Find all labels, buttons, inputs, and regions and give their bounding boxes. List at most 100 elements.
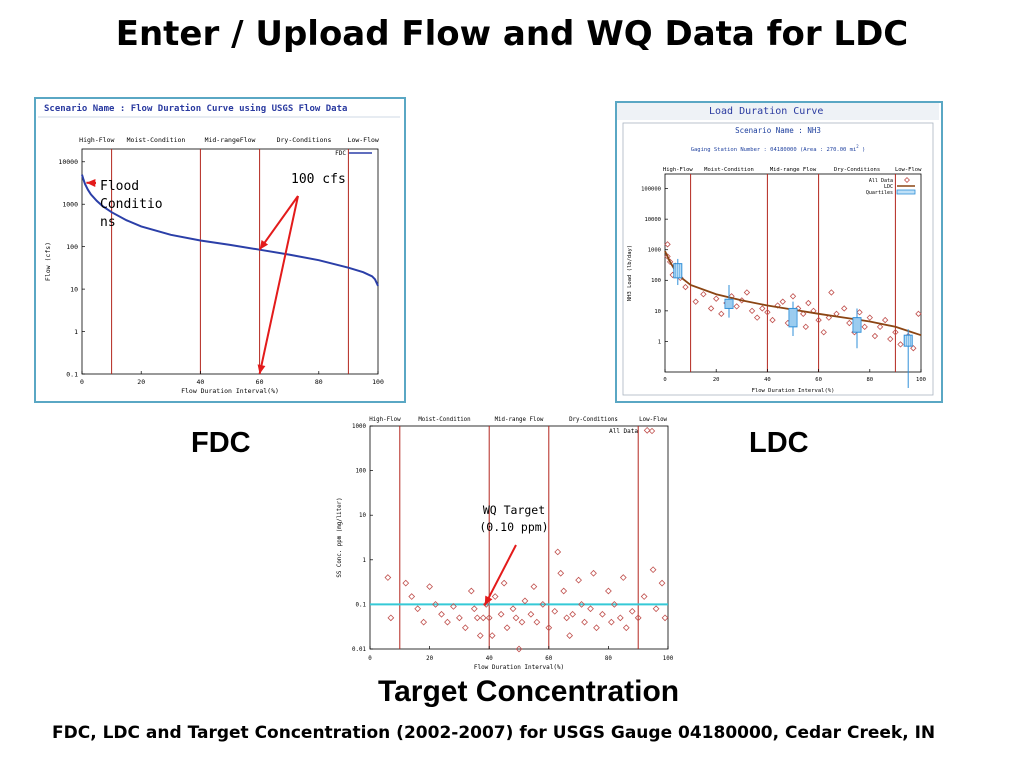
- region-label: Dry-Conditions: [277, 136, 332, 144]
- x-tick-label: 0: [368, 656, 372, 662]
- target-chart: High-Flow Moist-Condition Mid-range Flow Dr…: [337, 417, 674, 671]
- data-point: [509, 605, 517, 613]
- data-point: [876, 323, 884, 331]
- data-point: [820, 329, 827, 336]
- flood-label-line: ns: [100, 215, 116, 230]
- target-caption: Target Concentration: [378, 675, 680, 708]
- x-tick-label: 40: [764, 377, 771, 383]
- legend-swatch-data: [904, 177, 910, 183]
- data-point: [619, 574, 627, 581]
- data-point: [479, 614, 487, 622]
- data-point: [692, 298, 699, 305]
- x-tick-label: 100: [916, 377, 926, 383]
- data-point: [485, 614, 493, 622]
- cfs-arrow-2-head: [257, 364, 266, 374]
- data-point: [628, 607, 636, 615]
- x-axis-label: Flow Duration Interval(%): [474, 664, 564, 671]
- data-point: [408, 593, 416, 600]
- footer-note: FDC, LDC and Target Concentration (2002-…: [52, 723, 936, 743]
- data-point: [910, 345, 917, 352]
- x-tick-label: 0: [663, 377, 666, 383]
- legend-label: Quartiles: [866, 190, 893, 196]
- y-axis-label: NH3 Load (lb/day): [627, 245, 633, 301]
- data-point: [551, 607, 559, 615]
- data-point: [518, 618, 526, 626]
- x-tick-label: 80: [315, 378, 323, 386]
- region-label: Low-Flow: [639, 417, 667, 423]
- fdc-curve: [81, 174, 379, 287]
- y-tick-label: 100: [66, 243, 78, 251]
- data-point: [533, 618, 541, 626]
- data-point: [530, 583, 538, 591]
- data-point: [539, 601, 547, 608]
- data-point: [590, 569, 597, 577]
- data-point: [664, 241, 671, 248]
- data-point: [608, 618, 615, 626]
- data-point: [593, 624, 600, 632]
- y-tick-label: 1: [658, 339, 661, 345]
- scenario-label: Scenario Name : NH3: [735, 126, 821, 135]
- data-point: [491, 593, 499, 600]
- data-point: [476, 632, 484, 639]
- region-label: High-Flow: [369, 417, 401, 423]
- region-label: Moist-Condition: [418, 417, 470, 423]
- data-point: [587, 605, 594, 613]
- fdc-caption: FDC: [191, 427, 251, 459]
- y-tick-label: 0.1: [66, 370, 78, 378]
- region-label: Mid-range Flow: [770, 167, 817, 173]
- data-point: [444, 618, 451, 626]
- wq-target-label: WQ Target: [483, 503, 545, 517]
- data-point: [515, 645, 523, 653]
- x-tick-label: 100: [663, 656, 674, 662]
- y-tick-label: 1: [363, 558, 367, 564]
- data-point: [461, 624, 469, 632]
- data-point: [500, 579, 508, 587]
- data-point: [467, 587, 475, 595]
- data-point: [892, 329, 899, 336]
- y-axis-label: SS Conc. ppm (mg/liter): [337, 497, 343, 577]
- data-point: [432, 601, 439, 608]
- data-point: [482, 601, 490, 608]
- region-label: Mid-rangeFlow: [205, 136, 256, 144]
- data-point: [881, 316, 889, 324]
- y-tick-label: 1000: [648, 248, 661, 254]
- data-point: [769, 316, 776, 324]
- data-point: [815, 316, 822, 324]
- data-point: [387, 614, 395, 622]
- data-point: [634, 614, 642, 622]
- ldc-header-bar: [617, 103, 939, 120]
- data-point: [666, 258, 674, 266]
- y-tick-label: 100000: [641, 187, 661, 193]
- ldc-header: Load Duration Curve: [709, 106, 823, 117]
- region-label: Moist-Condition: [704, 167, 754, 173]
- data-point: [563, 614, 571, 622]
- y-tick-label: 100: [651, 278, 661, 284]
- data-point: [664, 253, 671, 260]
- data-point: [456, 614, 463, 622]
- fdc-chart: Scenario Name : Flow Duration Curve usin…: [38, 103, 400, 395]
- y-tick-label: 10000: [644, 217, 661, 223]
- data-point: [841, 305, 848, 312]
- wq-target-arrow-head: [484, 595, 493, 606]
- region-label: Dry-Conditions: [834, 167, 880, 173]
- ldc-caption: LDC: [749, 427, 809, 459]
- x-axis-label: Flow Duration Interval(%): [181, 387, 279, 395]
- data-point: [414, 605, 422, 613]
- data-point: [566, 632, 574, 639]
- data-point: [652, 605, 660, 613]
- flood-label-line: Flood: [100, 179, 139, 194]
- x-tick-label: 20: [713, 377, 720, 383]
- data-point: [733, 303, 740, 310]
- data-point: [581, 618, 588, 626]
- legend-swatch-quartile: [896, 189, 916, 195]
- x-tick-label: 60: [545, 656, 552, 662]
- region-label: Moist-Condition: [127, 136, 186, 144]
- data-point: [605, 587, 612, 595]
- data-point: [661, 614, 669, 622]
- x-tick-label: 60: [256, 378, 264, 386]
- data-point: [450, 603, 457, 610]
- y-tick-label: 0.1: [356, 602, 367, 608]
- wq-target-value: (0.10 ppm): [479, 520, 548, 534]
- data-point: [707, 305, 715, 312]
- legend-label: All Data: [869, 178, 893, 184]
